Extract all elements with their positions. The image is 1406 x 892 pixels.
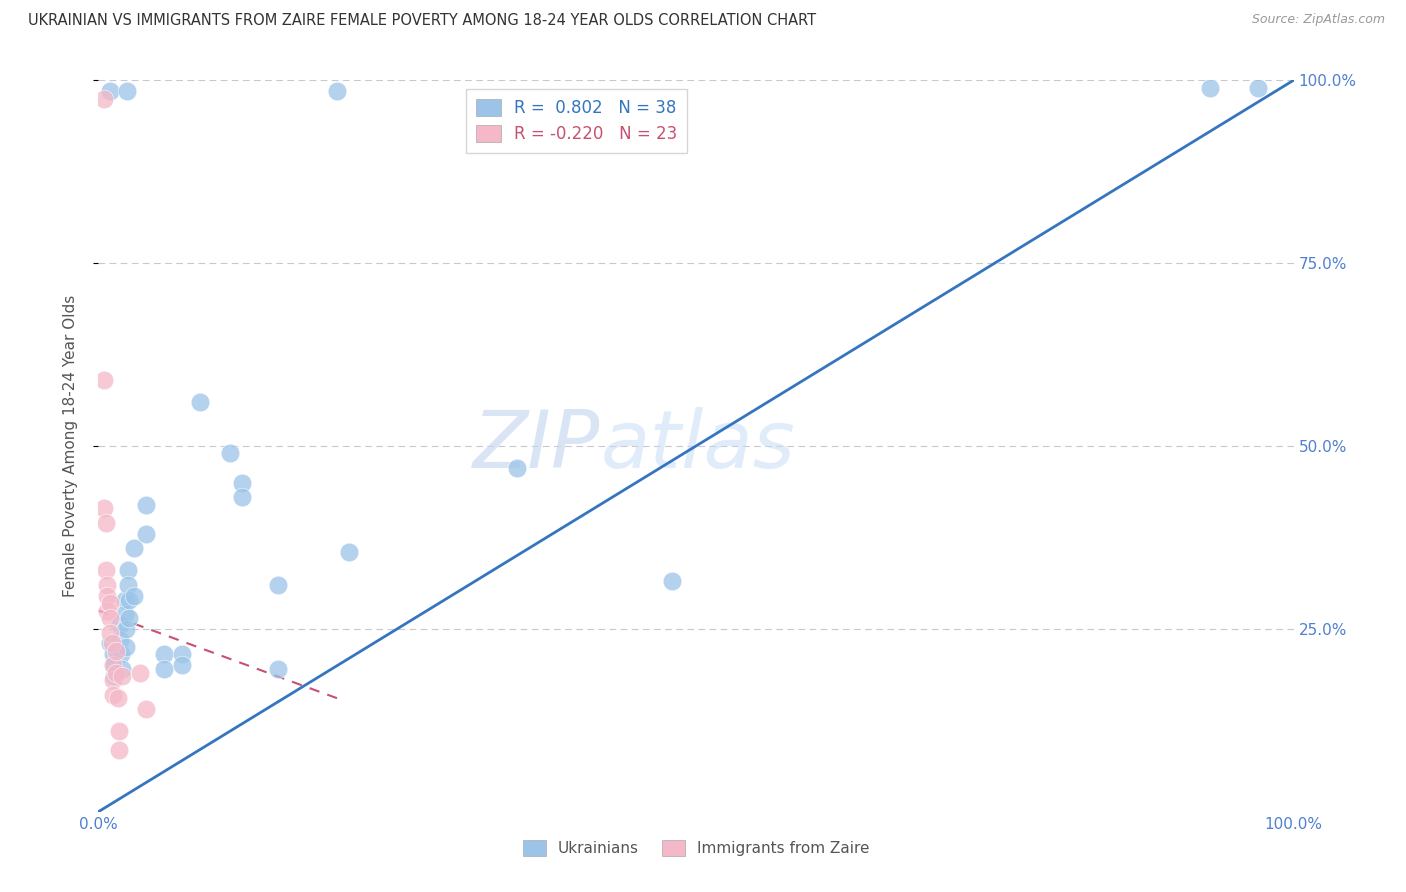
Point xyxy=(108,618,131,632)
Point xyxy=(93,501,115,516)
Point xyxy=(506,461,529,475)
Point xyxy=(124,541,146,556)
Point xyxy=(118,592,141,607)
Point xyxy=(118,611,141,625)
Point xyxy=(98,611,122,625)
Point xyxy=(219,446,242,460)
Point xyxy=(111,662,134,676)
Point xyxy=(110,648,132,662)
Point xyxy=(96,589,118,603)
Point xyxy=(1198,80,1220,95)
Point xyxy=(129,665,152,680)
Point xyxy=(172,648,194,662)
Point xyxy=(93,373,115,387)
Point xyxy=(100,636,122,650)
Point xyxy=(98,636,122,650)
Point xyxy=(101,658,124,673)
Point xyxy=(231,475,253,490)
Y-axis label: Female Poverty Among 18-24 Year Olds: Female Poverty Among 18-24 Year Olds xyxy=(63,295,77,597)
Point xyxy=(108,632,131,647)
Point xyxy=(661,574,683,589)
Point xyxy=(115,84,138,98)
Point xyxy=(94,516,117,530)
Point xyxy=(153,648,176,662)
Point xyxy=(267,578,290,592)
Point xyxy=(115,622,138,636)
Text: UKRAINIAN VS IMMIGRANTS FROM ZAIRE FEMALE POVERTY AMONG 18-24 YEAR OLDS CORRELAT: UKRAINIAN VS IMMIGRANTS FROM ZAIRE FEMAL… xyxy=(28,13,817,29)
Point xyxy=(96,603,118,617)
Text: atlas: atlas xyxy=(600,407,796,485)
Point xyxy=(96,578,118,592)
Point xyxy=(107,742,129,756)
Point xyxy=(135,526,157,541)
Point xyxy=(1246,80,1268,95)
Point xyxy=(107,724,129,739)
Text: ZIP: ZIP xyxy=(472,407,600,485)
Point xyxy=(101,688,124,702)
Point xyxy=(115,640,138,655)
Point xyxy=(105,665,128,680)
Point xyxy=(172,658,194,673)
Point xyxy=(105,644,128,658)
Point xyxy=(135,498,157,512)
Point xyxy=(231,490,253,504)
Point xyxy=(135,702,157,716)
Point xyxy=(117,578,139,592)
Point xyxy=(93,92,115,106)
Point xyxy=(98,84,122,98)
Point xyxy=(124,589,146,603)
Point xyxy=(267,662,290,676)
Point xyxy=(103,669,125,683)
Point xyxy=(153,662,176,676)
Point xyxy=(101,648,124,662)
Point xyxy=(188,395,211,409)
Point xyxy=(98,596,122,610)
Point xyxy=(101,673,124,687)
Point xyxy=(98,625,122,640)
Legend: Ukrainians, Immigrants from Zaire: Ukrainians, Immigrants from Zaire xyxy=(516,834,876,863)
Point xyxy=(103,658,125,673)
Point xyxy=(339,545,360,559)
Point xyxy=(111,669,134,683)
Text: Source: ZipAtlas.com: Source: ZipAtlas.com xyxy=(1251,13,1385,27)
Point xyxy=(114,607,136,622)
Point xyxy=(117,563,139,577)
Point xyxy=(107,691,129,706)
Point xyxy=(94,563,117,577)
Point xyxy=(326,84,349,98)
Point xyxy=(114,592,136,607)
